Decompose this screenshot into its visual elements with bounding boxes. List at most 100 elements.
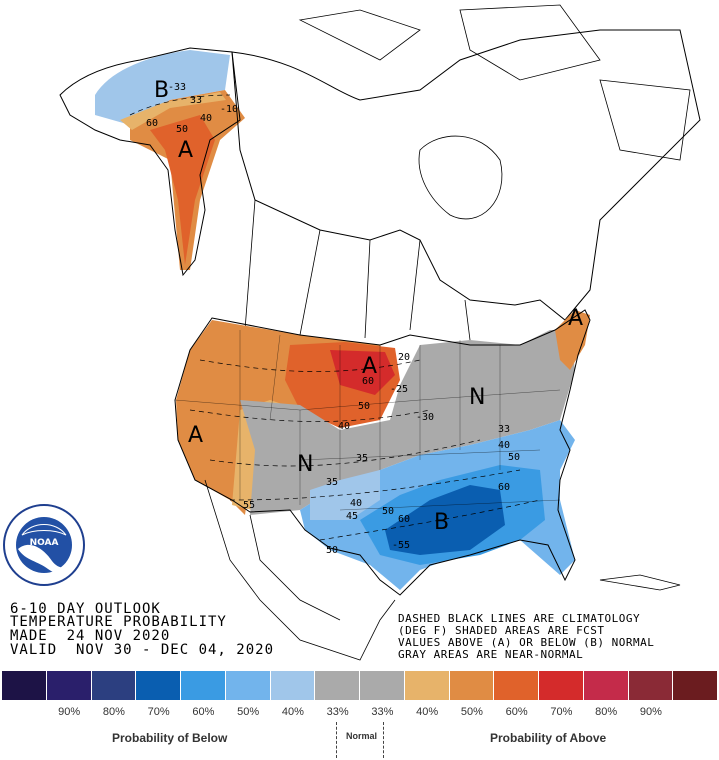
contour-label: 35 xyxy=(326,477,339,488)
legend-swatch xyxy=(136,671,181,700)
mexico-outline xyxy=(204,479,396,661)
outlook-subtitle: TEMPERATURE PROBABILITY xyxy=(10,614,227,630)
outlook-map: A A A A B B N N 33 -33 -10 40 50 60 20 -… xyxy=(59,4,701,661)
contour-label: 33 xyxy=(498,424,511,435)
legend-percent-label: 40% xyxy=(416,706,439,718)
legend-normal-divider-left xyxy=(336,722,337,758)
legend-swatch xyxy=(360,671,405,700)
contour-label: 40 xyxy=(338,421,351,432)
alaska-below-area xyxy=(95,50,230,125)
legend-percent-label: 90% xyxy=(639,706,662,718)
climatology-lines xyxy=(129,94,541,541)
legend-below-title: Probability of Below xyxy=(112,731,228,745)
legend-swatch xyxy=(91,671,137,700)
legend-swatch xyxy=(628,671,674,700)
contour-label: 60 xyxy=(398,514,411,525)
legend-swatch xyxy=(225,671,271,700)
contour-label: 55 xyxy=(243,500,256,511)
sw-below-33 xyxy=(310,470,380,520)
legend-swatch xyxy=(46,671,92,700)
contour-label: 60 xyxy=(146,118,159,129)
map-canvas xyxy=(59,4,701,661)
np-above-60 xyxy=(330,350,395,395)
legend-percent-label: 33% xyxy=(371,706,394,718)
high-label-northern-plains: A xyxy=(362,354,378,379)
high-label-alaska: A xyxy=(178,138,194,163)
normal-label-rockies: N xyxy=(297,452,314,477)
contour-label: 20 xyxy=(398,352,411,363)
low-label-gulf-coast: B xyxy=(434,510,450,535)
normal-label-great-lakes: N xyxy=(469,385,486,410)
low-label-arctic-alaska: B xyxy=(154,78,170,103)
arctic-islands xyxy=(298,4,691,161)
contour-label: 40 xyxy=(350,498,363,509)
legend-percent-label: 80% xyxy=(102,706,125,718)
contour-label: -33 xyxy=(168,82,187,93)
contour-label: 50 xyxy=(358,401,371,412)
legend-percent-label: 60% xyxy=(192,706,215,718)
high-label-california: A xyxy=(188,423,204,448)
legend-swatch xyxy=(539,671,584,700)
legend-pct-spacer xyxy=(2,706,47,720)
legend-percent-label: 33% xyxy=(326,706,349,718)
legend-percent-labels: 90% 80% 70% 60% 50% 40% 33% 33% 40% 50% 60% 70% 80% 9… xyxy=(2,706,718,720)
legend-percent-label: 60% xyxy=(505,706,528,718)
hudson-bay xyxy=(418,135,503,220)
legend-pct-spacer xyxy=(673,706,718,720)
contour-label: 33 xyxy=(190,95,203,106)
legend-color-bar xyxy=(2,671,718,700)
legend-percent-label: 70% xyxy=(147,706,170,718)
legend-percent-label: 80% xyxy=(595,706,618,718)
legend-percent-label: 70% xyxy=(550,706,573,718)
note-line-1: DASHED BLACK LINES ARE CLIMATOLOGY xyxy=(398,612,641,625)
legend-above-title: Probability of Above xyxy=(490,731,607,745)
noaa-logo: NOAA xyxy=(2,503,86,587)
contour-label: 60 xyxy=(498,482,511,493)
legend-swatch xyxy=(404,671,450,700)
alaska-outline xyxy=(59,47,241,277)
legend-swatch xyxy=(583,671,629,700)
se-below-60 xyxy=(385,485,505,555)
canada-outline xyxy=(231,29,701,321)
normal-central xyxy=(240,330,575,515)
legend-swatch xyxy=(673,671,718,700)
made-date: MADE 24 NOV 2020 xyxy=(10,628,171,644)
legend-normal-divider-right xyxy=(383,722,384,758)
alaska-above-50 xyxy=(150,115,215,265)
contour-label: 40 xyxy=(498,440,511,451)
legend-swatch xyxy=(315,671,360,700)
legend-percent-label: 40% xyxy=(281,706,304,718)
note-line-3: VALUES ABOVE (A) OR BELOW (B) NORMAL xyxy=(398,636,655,649)
state-lines xyxy=(174,330,561,511)
legend-percent-label: 50% xyxy=(460,706,483,718)
cuba-outline xyxy=(599,574,681,591)
note-line-4: GRAY AREAS ARE NEAR-NORMAL xyxy=(398,648,584,661)
contour-label: -55 xyxy=(392,540,411,551)
conus-outline xyxy=(174,309,591,596)
contour-label: 35 xyxy=(356,453,369,464)
note-line-2: (DEG F) SHADED AREAS ARE FCST xyxy=(398,624,605,637)
outlook-title: 6-10 DAY OUTLOOK xyxy=(10,601,161,617)
high-label-new-england: A xyxy=(568,306,584,331)
alaska-above-33 xyxy=(120,92,226,130)
legend-swatch xyxy=(494,671,539,700)
contour-label: -25 xyxy=(390,384,409,395)
contour-label: 50 xyxy=(382,506,395,517)
contour-label: -10 xyxy=(220,104,239,115)
legend-swatch xyxy=(270,671,316,700)
valid-dates: VALID NOV 30 - DEC 04, 2020 xyxy=(10,642,275,658)
legend-percent-label: 90% xyxy=(58,706,81,718)
legend-normal-title: Normal xyxy=(346,731,378,741)
new-england-above xyxy=(555,310,590,370)
noaa-logo-graphic: NOAA xyxy=(3,504,85,586)
canada-provinces xyxy=(244,199,471,341)
contour-label: 45 xyxy=(346,511,359,522)
noaa-logo-text: NOAA xyxy=(30,538,59,548)
contour-label: 50 xyxy=(326,545,339,556)
contour-label: 50 xyxy=(176,124,189,135)
contour-label: 50 xyxy=(508,452,521,463)
legend-percent-label: 50% xyxy=(237,706,260,718)
contour-label: -30 xyxy=(416,412,435,423)
contour-label: 40 xyxy=(200,113,213,124)
legend-swatch xyxy=(449,671,495,700)
